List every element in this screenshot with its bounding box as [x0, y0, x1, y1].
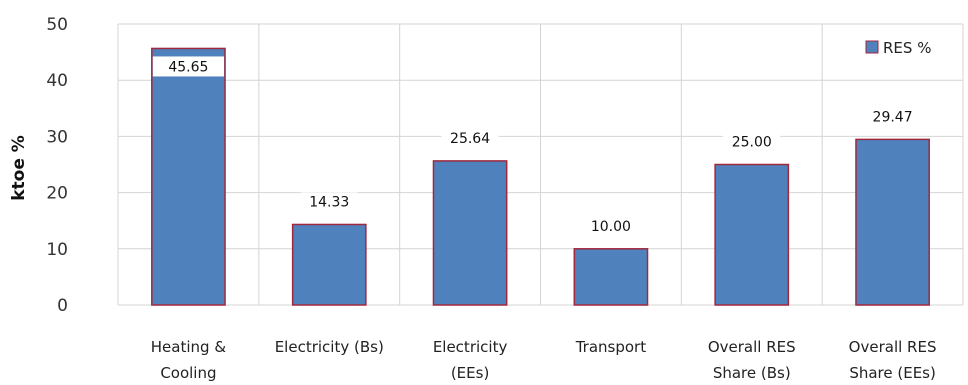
bar [573, 248, 649, 306]
data-label: 25.64 [450, 131, 490, 147]
data-labels: 45.65 14.33 25.64 10.00 25.00 29.47 [152, 56, 922, 237]
y-axis-label: ktoe % [9, 135, 29, 201]
data-label-box [441, 128, 499, 149]
data-label: 45.65 [168, 59, 208, 75]
y-tick-label: 10 [46, 240, 68, 260]
data-label-box [723, 132, 781, 153]
grid-lines [117, 23, 964, 306]
x-tick-label: Overall RES [708, 338, 796, 356]
x-tick-label: (EEs) [451, 364, 489, 382]
y-tick-label: 20 [46, 184, 68, 204]
data-label: 29.47 [873, 109, 913, 125]
x-tick-label: Cooling [160, 364, 216, 382]
x-tick-label: Transport [575, 338, 647, 356]
legend-swatch [865, 40, 879, 54]
x-tick-label: Electricity (Bs) [275, 338, 384, 356]
y-tick-label: 40 [46, 71, 68, 91]
y-axis-ticks: 0 10 20 30 40 50 [46, 15, 68, 316]
bar [714, 163, 790, 306]
data-label-box [300, 192, 358, 213]
x-tick-label: Share (EEs) [849, 364, 936, 382]
y-tick-label: 30 [46, 127, 68, 147]
legend-label: RES % [883, 39, 931, 57]
data-label: 25.00 [732, 135, 772, 151]
x-tick-label: Electricity [433, 338, 508, 356]
y-tick-label: 0 [57, 296, 68, 316]
bar [291, 223, 367, 306]
data-label: 10.00 [591, 219, 631, 235]
data-label-box [152, 56, 225, 77]
legend: RES % [865, 39, 931, 57]
x-tick-label: Heating & [151, 338, 227, 356]
x-tick-label: Share (Bs) [713, 364, 791, 382]
data-label-box [864, 107, 922, 128]
data-label-box [582, 216, 640, 237]
bar [432, 160, 508, 306]
bar [855, 138, 930, 306]
bar [151, 47, 226, 306]
y-tick-label: 50 [46, 15, 68, 35]
data-label: 14.33 [309, 194, 349, 210]
bars [151, 47, 930, 306]
x-tick-label: Overall RES [849, 338, 937, 356]
x-axis-ticks: Heating & Cooling Electricity (Bs) Electric… [151, 338, 937, 382]
